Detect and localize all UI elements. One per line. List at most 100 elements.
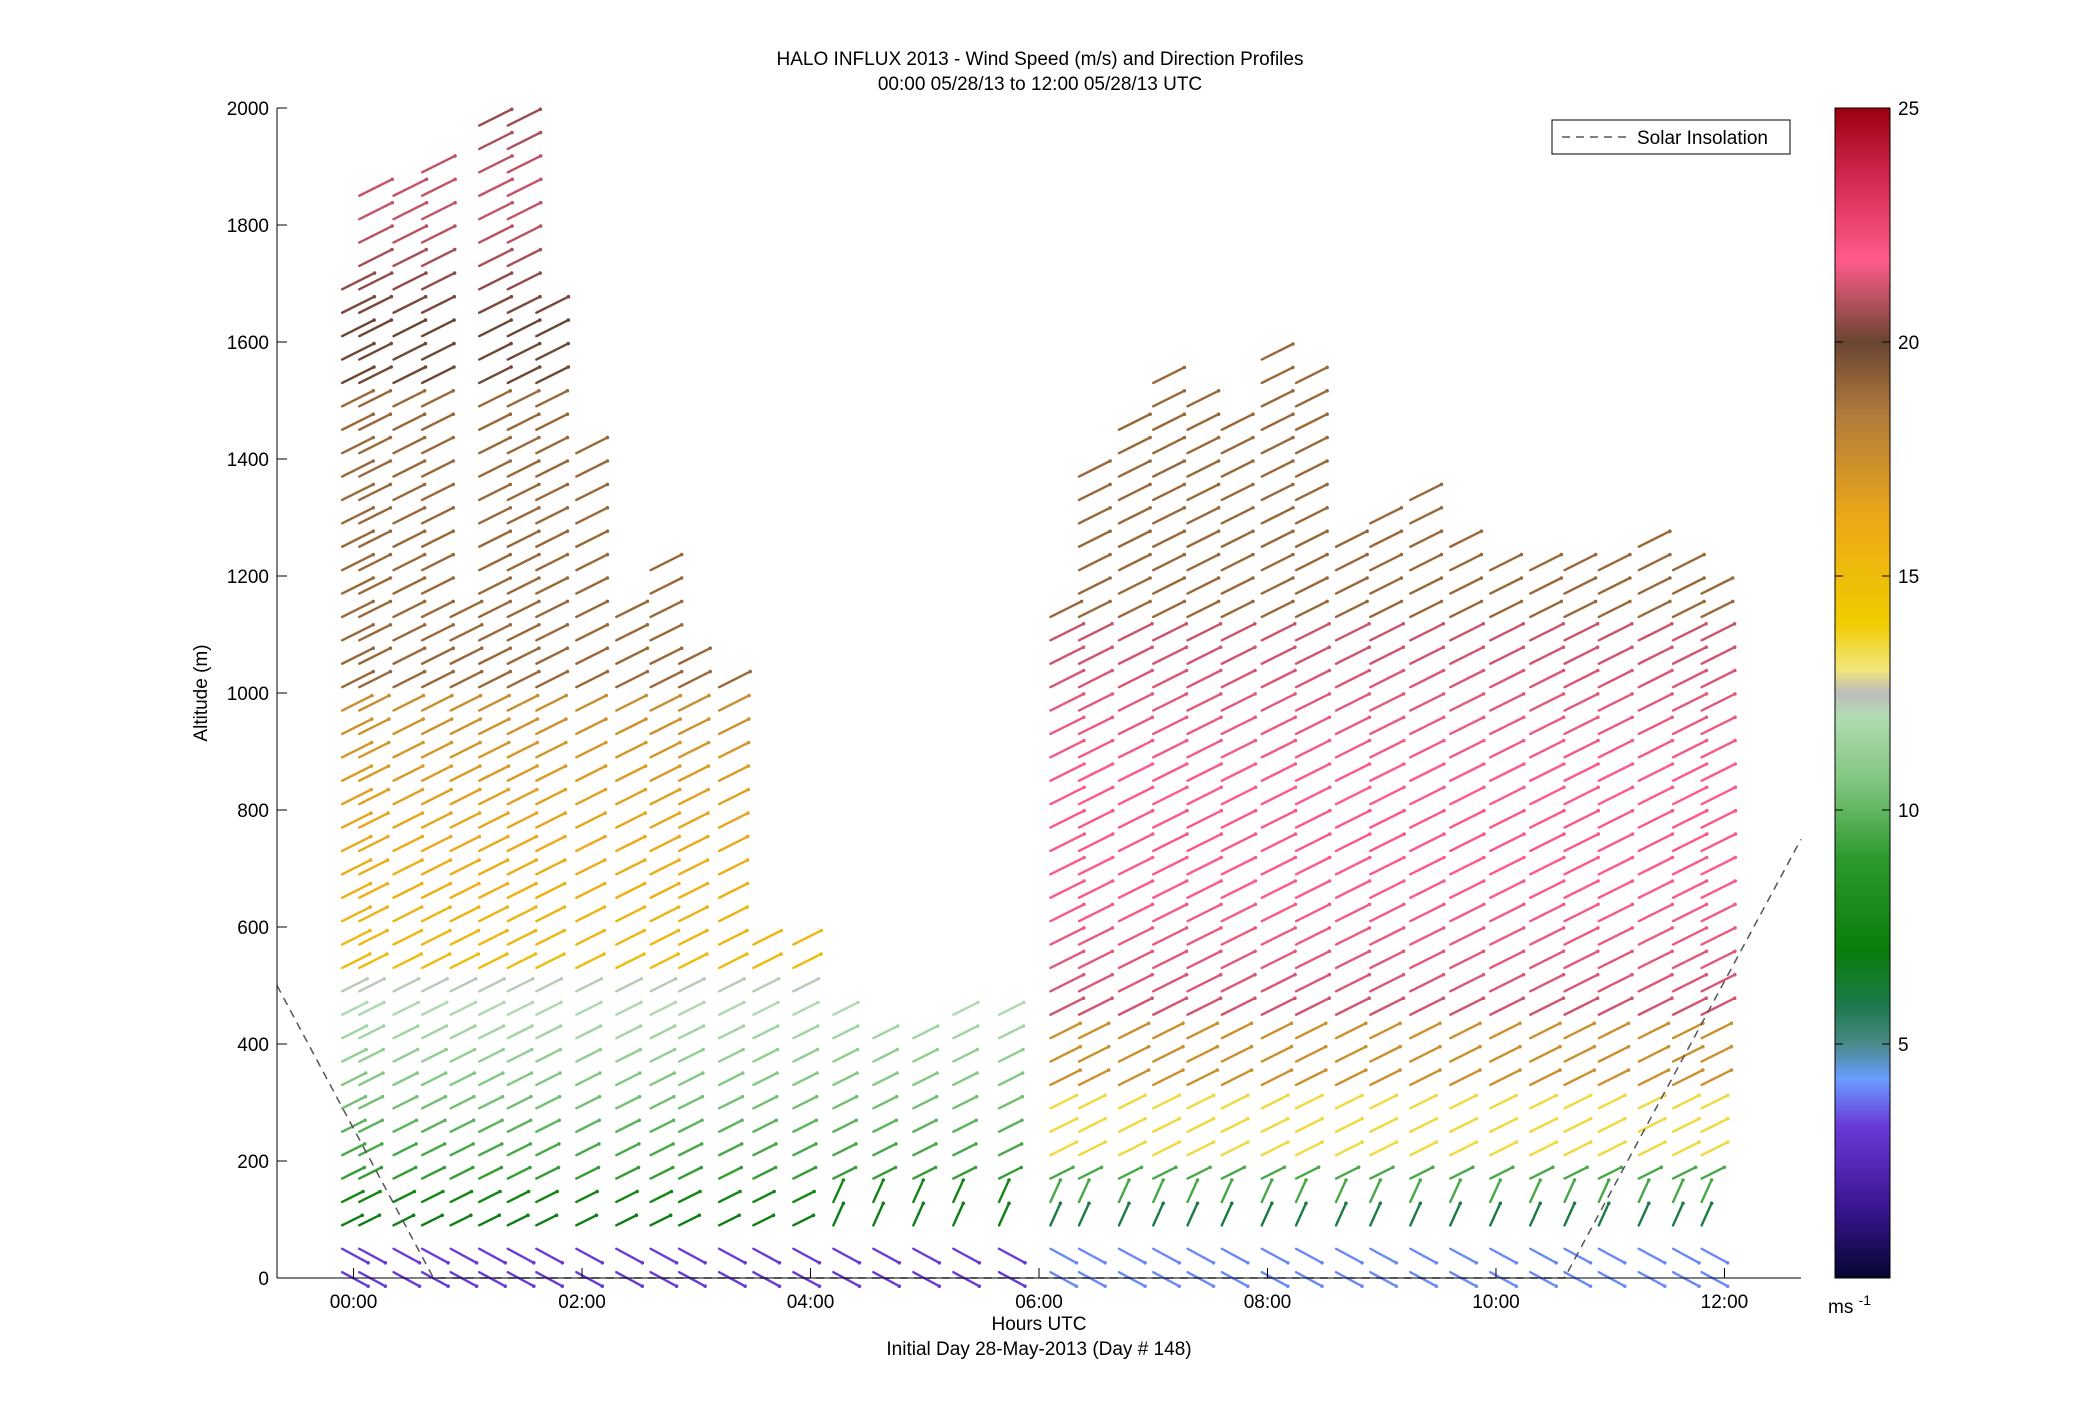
wind-vector-shaft xyxy=(1334,600,1369,619)
wind-vector-shaft xyxy=(1117,530,1152,548)
wind-vector-shaft xyxy=(1220,1068,1253,1087)
wind-vector-shaft xyxy=(340,600,375,619)
wind-vector-shaft xyxy=(1369,1117,1398,1133)
wind-vector-head xyxy=(565,623,570,627)
wind-vector-head xyxy=(477,787,482,792)
wind-vector xyxy=(952,1000,980,1016)
wind-vector-shaft xyxy=(1220,809,1257,829)
wind-vector-shaft xyxy=(1597,762,1634,782)
wind-vector xyxy=(615,1118,641,1133)
wind-vector-head xyxy=(1572,1201,1577,1206)
wind-vector xyxy=(478,365,513,385)
wind-vector-shaft xyxy=(997,1001,1025,1016)
wind-vector xyxy=(997,1094,1025,1110)
wind-vector xyxy=(1049,1201,1063,1227)
wind-vector-shaft xyxy=(1077,1117,1107,1133)
wind-vector xyxy=(1409,482,1444,502)
wind-vector-shaft xyxy=(420,342,456,361)
wind-vector xyxy=(1117,808,1155,829)
wind-vector xyxy=(717,1165,744,1180)
wind-vector-head xyxy=(1143,1140,1147,1144)
wind-vector-head xyxy=(526,1213,530,1218)
wind-vector-shaft xyxy=(1409,1178,1422,1204)
wind-vector xyxy=(1637,1165,1664,1180)
wind-vector-head xyxy=(1291,482,1295,487)
wind-vector-head xyxy=(364,1047,368,1052)
wind-vector-head xyxy=(1630,738,1635,743)
wind-vector xyxy=(1671,1247,1701,1265)
wind-vector xyxy=(1369,645,1406,665)
wind-vector-head xyxy=(1246,1284,1250,1288)
wind-vector xyxy=(649,740,682,759)
wind-vector xyxy=(1186,692,1223,712)
wind-vector-head xyxy=(642,905,647,909)
wind-vector-shaft xyxy=(478,530,512,548)
wind-vector-head xyxy=(1474,1140,1479,1144)
wind-vector-head xyxy=(371,552,376,557)
wind-vector xyxy=(1529,1165,1555,1180)
wind-vector-head xyxy=(1367,785,1372,790)
wind-vector xyxy=(1152,1201,1165,1227)
wind-vector-shaft xyxy=(506,764,539,782)
wind-vector-shaft xyxy=(1489,600,1523,619)
wind-vector xyxy=(1334,529,1369,548)
wind-vector-shaft xyxy=(506,1270,535,1288)
wind-vector xyxy=(392,529,427,548)
wind-vector-head xyxy=(1270,1201,1274,1206)
wind-vector xyxy=(1334,1116,1364,1133)
wind-vector xyxy=(420,294,457,314)
wind-vector-shaft xyxy=(1529,1140,1558,1157)
wind-vector-head xyxy=(1367,926,1372,930)
wind-vector-shaft xyxy=(358,741,390,759)
wind-vector xyxy=(1409,785,1446,806)
wind-vector xyxy=(792,1165,818,1180)
wind-vector-shaft xyxy=(358,858,389,876)
wind-vector-head xyxy=(565,599,570,604)
wind-vector-shaft xyxy=(1049,1202,1062,1227)
wind-vector xyxy=(392,459,427,478)
wind-vector-shaft xyxy=(1671,879,1708,899)
wind-vector xyxy=(1529,645,1566,665)
wind-vector xyxy=(1260,1068,1294,1087)
wind-vector xyxy=(1294,855,1332,876)
wind-vector-shaft xyxy=(872,1048,899,1063)
wind-vector xyxy=(535,669,570,689)
wind-vector-shaft xyxy=(1637,1068,1670,1087)
wind-vector xyxy=(478,623,513,642)
wind-vector xyxy=(1334,972,1371,993)
wind-vector xyxy=(649,764,682,782)
wind-vector xyxy=(952,1270,982,1288)
wind-vector xyxy=(615,1142,641,1157)
wind-vector-head xyxy=(389,294,394,299)
wind-vector-shaft xyxy=(1597,1094,1627,1110)
wind-vector xyxy=(1152,1116,1182,1133)
wind-vector-head xyxy=(700,1094,705,1099)
wind-vector-head xyxy=(1110,762,1115,766)
wind-vector-head xyxy=(1670,645,1674,649)
wind-vector-head xyxy=(449,764,454,768)
wind-vector-head xyxy=(383,1284,388,1288)
wind-vector-head xyxy=(1561,622,1566,626)
wind-vector-head xyxy=(1401,715,1406,720)
wind-vector xyxy=(1186,552,1221,572)
wind-vector-shaft xyxy=(1563,1270,1592,1288)
wind-vector-shaft xyxy=(1294,1202,1308,1227)
wind-vector-head xyxy=(1325,552,1329,557)
wind-vector-shaft xyxy=(912,1202,925,1227)
wind-vector-head xyxy=(537,529,541,533)
wind-vector xyxy=(615,1071,642,1087)
wind-vector-head xyxy=(897,1261,902,1265)
wind-vector xyxy=(792,1118,819,1133)
wind-vector xyxy=(1152,645,1189,665)
wind-vector xyxy=(649,952,680,970)
wind-vector-shaft xyxy=(358,647,392,665)
wind-vector-head xyxy=(1325,412,1329,417)
wind-vector-head xyxy=(679,623,684,627)
wind-vector-shaft xyxy=(575,741,607,759)
wind-vector-head xyxy=(1211,1116,1216,1121)
wind-vector-shaft xyxy=(1489,1068,1522,1087)
wind-vector-head xyxy=(416,1024,420,1028)
wind-vector-head xyxy=(1401,692,1406,696)
wind-vector xyxy=(392,669,427,689)
wind-vector-head xyxy=(413,1165,418,1170)
